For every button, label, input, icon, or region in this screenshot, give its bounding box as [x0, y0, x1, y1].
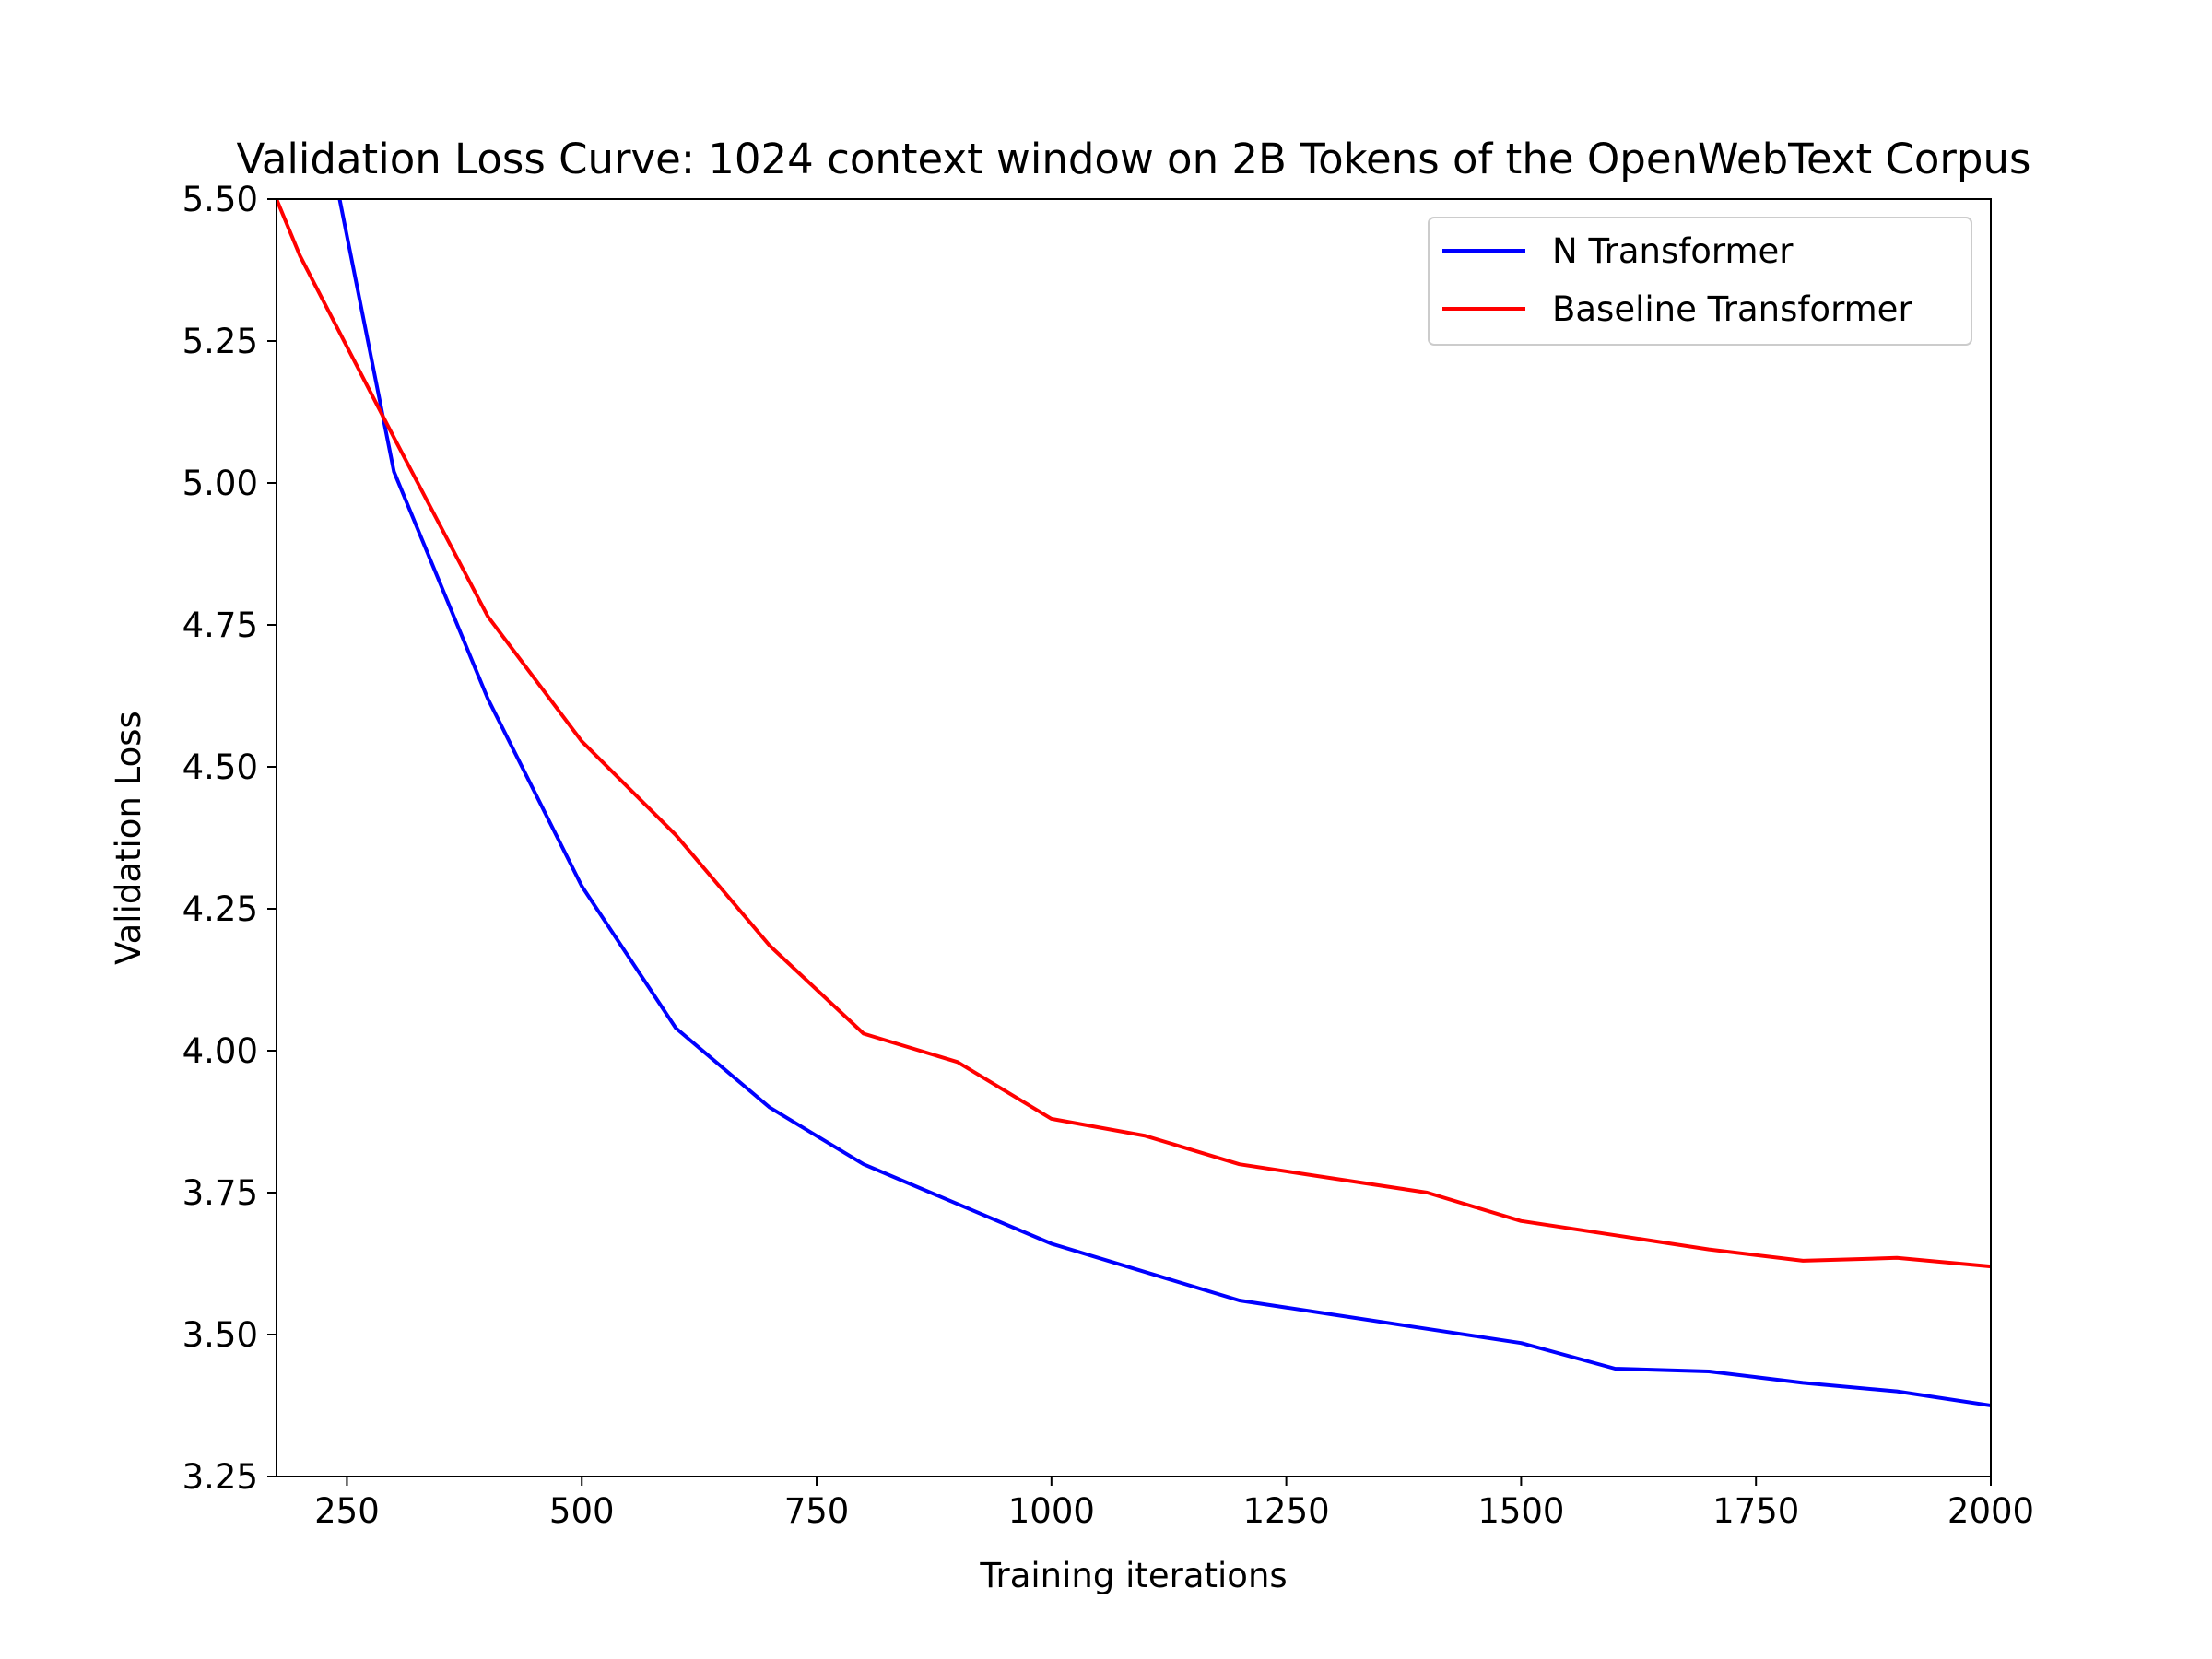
y-tick-label: 5.50 — [182, 180, 258, 219]
x-tick-label: 1000 — [1008, 1491, 1095, 1531]
y-tick-label: 4.75 — [182, 606, 258, 645]
legend: N Transformer Baseline Transformer — [1428, 217, 1972, 346]
y-tick-label: 4.50 — [182, 747, 258, 787]
x-tick-label: 1750 — [1712, 1491, 1799, 1531]
y-tick-label: 3.75 — [182, 1173, 258, 1213]
x-axis-title: Training iterations — [979, 1556, 1287, 1595]
series-line-n-transformer — [337, 199, 1991, 1408]
chart-title: Validation Loss Curve: 1024 context wind… — [237, 135, 2031, 183]
legend-label-baseline-transformer: Baseline Transformer — [1552, 289, 1912, 329]
y-axis-title: Validation Loss — [109, 711, 148, 965]
x-tick-label: 500 — [549, 1491, 615, 1531]
series-line-baseline-transformer — [276, 199, 1991, 1269]
y-tick-label: 5.00 — [182, 464, 258, 503]
y-tick-label: 4.25 — [182, 889, 258, 929]
x-tick-label: 1500 — [1477, 1491, 1564, 1531]
y-tick-label: 4.00 — [182, 1031, 258, 1071]
y-tick-label: 3.25 — [182, 1457, 258, 1497]
legend-label-n-transformer: N Transformer — [1552, 231, 1794, 271]
x-tick-label: 2000 — [1947, 1491, 2034, 1531]
y-tick-label: 5.25 — [182, 322, 258, 361]
legend-box — [1428, 217, 1972, 346]
x-tick-label: 250 — [314, 1491, 380, 1531]
x-axis: 250 500 750 1000 1250 1500 1750 2000 — [314, 1477, 2034, 1531]
y-axis: 3.25 3.50 3.75 4.00 4.25 4.50 4.75 5.00 5.25 5.50 — [182, 180, 276, 1497]
plot-frame — [276, 198, 1992, 1477]
series-layer — [276, 199, 1991, 1408]
y-tick-label: 3.50 — [182, 1315, 258, 1355]
x-tick-label: 750 — [784, 1491, 850, 1531]
x-tick-label: 1250 — [1243, 1491, 1330, 1531]
